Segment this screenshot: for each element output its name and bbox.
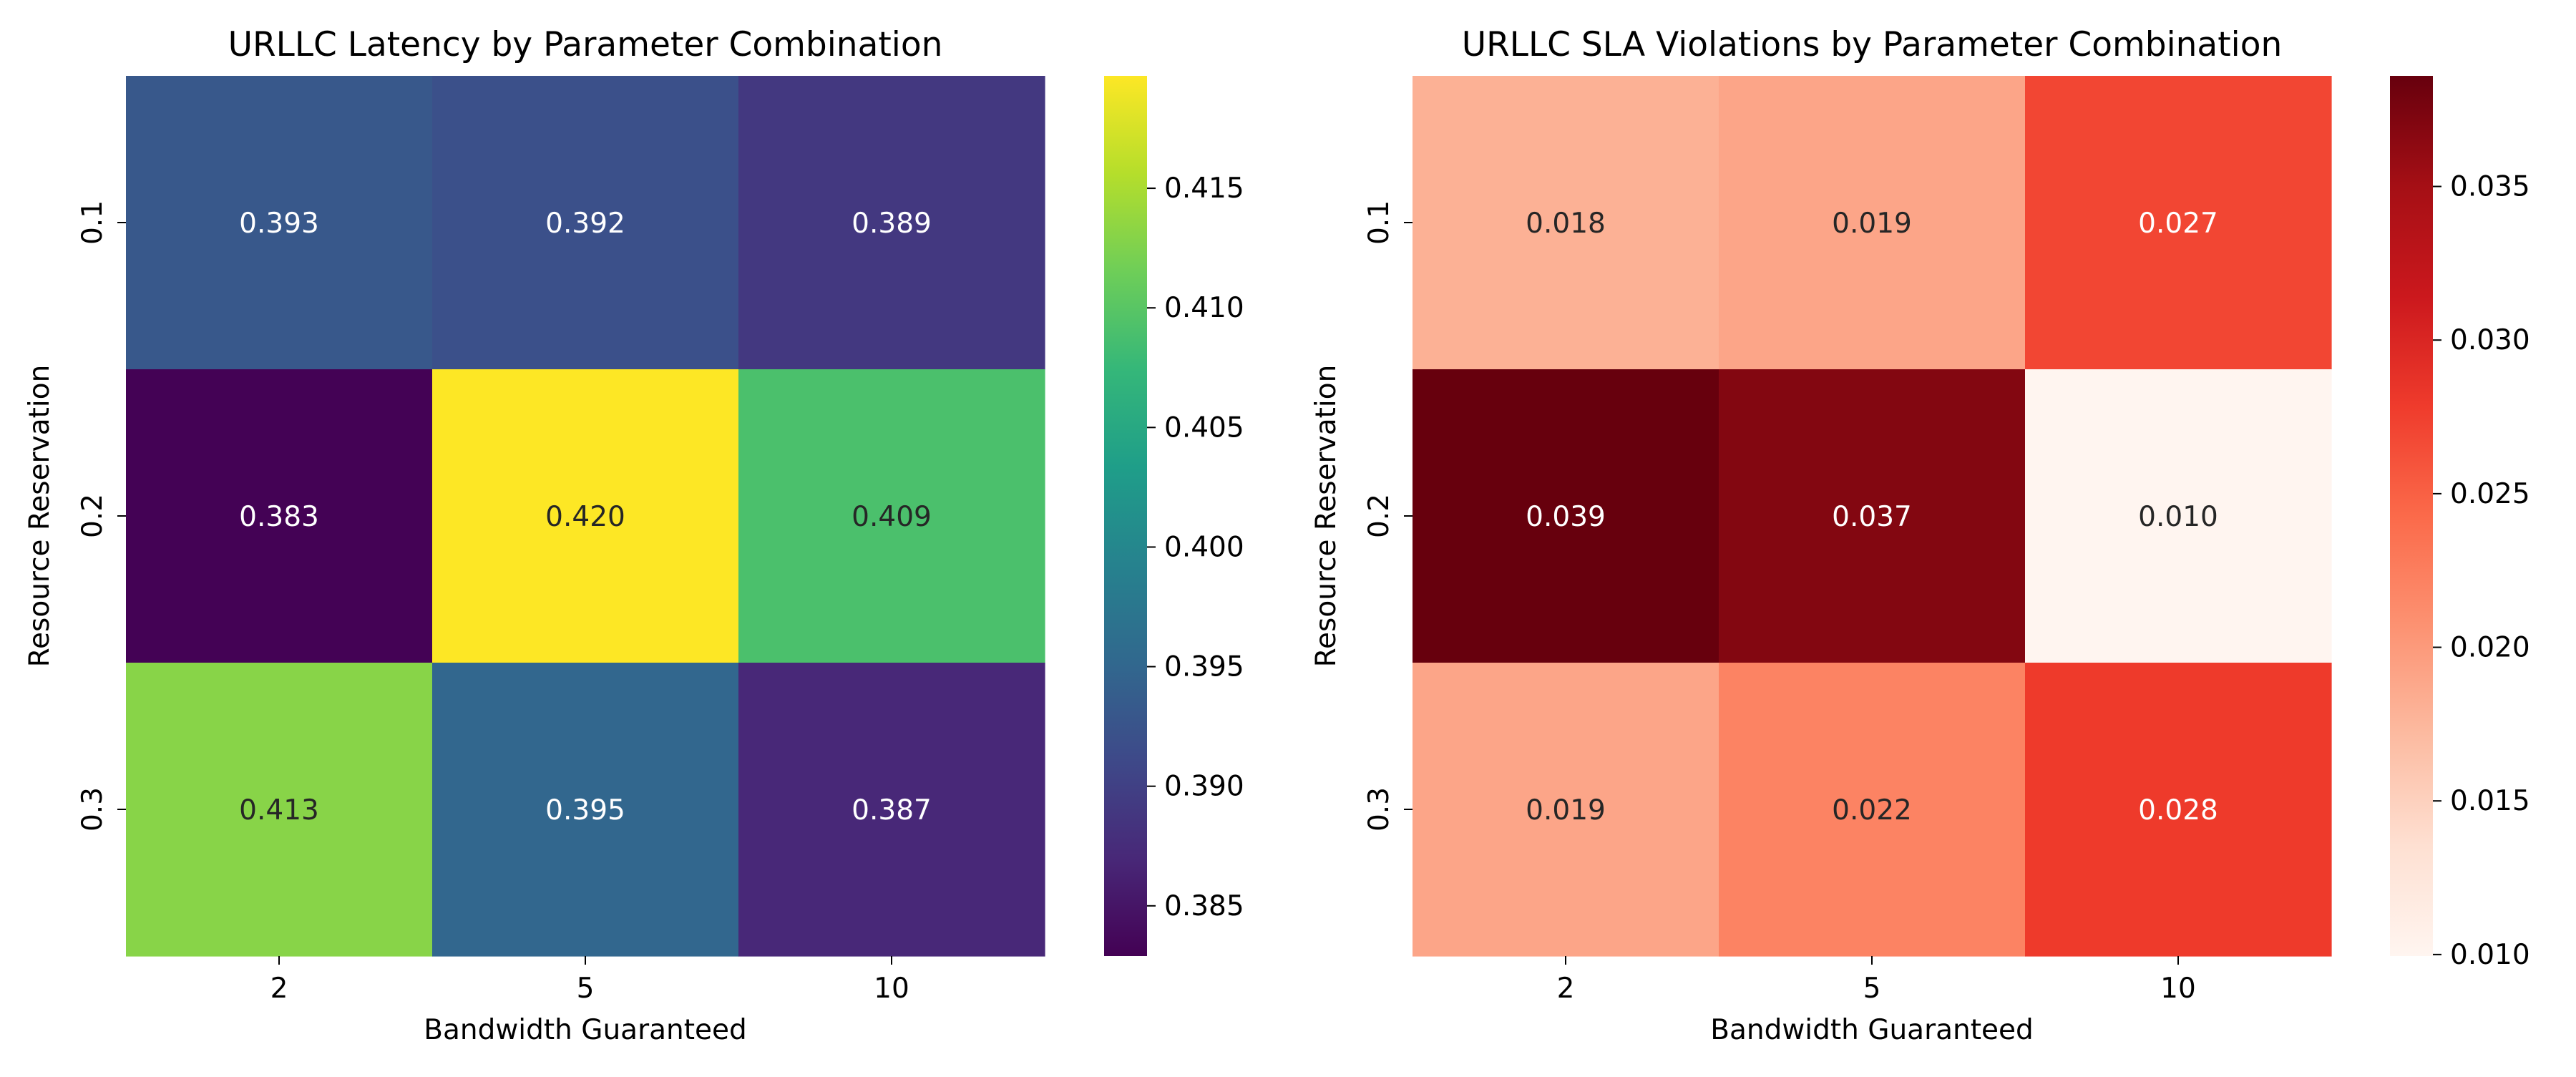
x-tick-label: 5 xyxy=(577,973,595,1005)
cell-value-label: 0.409 xyxy=(852,501,932,533)
heatmap-cell xyxy=(1413,369,1719,663)
heatmap-cell xyxy=(126,76,433,370)
x-tick-label: 2 xyxy=(270,973,288,1005)
chart-title: URLLC Latency by Parameter Combination xyxy=(228,25,943,64)
colorbar-tick-label: 0.405 xyxy=(1164,411,1244,444)
colorbar-tick-label: 0.415 xyxy=(1164,172,1244,205)
x-tick-label: 2 xyxy=(1557,973,1575,1005)
colorbar-tick-label: 0.030 xyxy=(2450,324,2530,356)
colorbar-tick-label: 0.020 xyxy=(2450,632,2530,664)
cell-value-label: 0.022 xyxy=(1832,794,1912,827)
x-tick-label: 10 xyxy=(2160,973,2196,1005)
colorbar-tick-label: 0.400 xyxy=(1164,531,1244,563)
colorbar xyxy=(1104,76,1147,956)
colorbar xyxy=(2390,76,2433,956)
colorbar-tick-label: 0.010 xyxy=(2450,939,2530,971)
cell-value-label: 0.387 xyxy=(852,794,932,827)
y-tick-label: 0.3 xyxy=(1363,787,1395,832)
cell-value-label: 0.389 xyxy=(852,208,932,240)
y-tick-label: 0.3 xyxy=(77,787,109,832)
cell-value-label: 0.018 xyxy=(1526,208,1606,240)
cell-value-label: 0.413 xyxy=(239,794,319,827)
heatmap-cell xyxy=(432,663,739,957)
heatmap-cell xyxy=(738,76,1045,370)
heatmap-cell xyxy=(432,369,739,663)
colorbar-tick-label: 0.390 xyxy=(1164,771,1244,803)
x-tick-label: 5 xyxy=(1863,973,1881,1005)
cell-value-label: 0.383 xyxy=(239,501,319,533)
cell-value-label: 0.039 xyxy=(1526,501,1606,533)
colorbar-tick-label: 0.015 xyxy=(2450,785,2530,817)
cell-value-label: 0.027 xyxy=(2138,208,2218,240)
y-axis-label: Resource Reservation xyxy=(24,365,56,668)
cell-value-label: 0.010 xyxy=(2138,501,2218,533)
heatmap-cell xyxy=(738,663,1045,957)
x-axis-label: Bandwidth Guaranteed xyxy=(1710,1014,2034,1046)
y-tick-label: 0.2 xyxy=(77,494,109,538)
colorbar-tick-label: 0.395 xyxy=(1164,651,1244,683)
heatmap-cell xyxy=(1719,369,2026,663)
cell-value-label: 0.037 xyxy=(1832,501,1912,533)
heatmap-cell xyxy=(126,663,433,957)
cell-value-label: 0.393 xyxy=(239,208,319,240)
heatmap-cell xyxy=(432,76,739,370)
heatmap-panel-2: URLLC SLA Violations by Parameter Combin… xyxy=(1310,25,2530,1046)
cell-value-label: 0.028 xyxy=(2138,794,2218,827)
cell-value-label: 0.019 xyxy=(1832,208,1912,240)
y-axis-label: Resource Reservation xyxy=(1310,365,1342,668)
chart-title: URLLC SLA Violations by Parameter Combin… xyxy=(1462,25,2283,64)
heatmap-cell xyxy=(738,369,1045,663)
heatmap-panel-1: URLLC Latency by Parameter Combination 0.… xyxy=(24,25,1244,1046)
heatmap-cell xyxy=(1719,663,2026,957)
heatmap-cell xyxy=(2025,76,2332,370)
heatmap-cell xyxy=(126,369,433,663)
heatmap-cell xyxy=(1413,76,1719,370)
colorbar-tick-label: 0.410 xyxy=(1164,292,1244,324)
cell-value-label: 0.420 xyxy=(545,501,625,533)
colorbar-tick-label: 0.025 xyxy=(2450,478,2530,510)
y-tick-label: 0.1 xyxy=(1363,200,1395,245)
cell-value-label: 0.019 xyxy=(1526,794,1606,827)
heatmap-cell xyxy=(2025,663,2332,957)
heatmap-cell xyxy=(1413,663,1719,957)
colorbar-tick-label: 0.385 xyxy=(1164,890,1244,922)
colorbar-tick-label: 0.035 xyxy=(2450,171,2530,203)
heatmap-cell xyxy=(1719,76,2026,370)
y-tick-label: 0.1 xyxy=(77,200,109,245)
x-axis-label: Bandwidth Guaranteed xyxy=(424,1014,747,1046)
cell-value-label: 0.392 xyxy=(545,208,625,240)
heatmap-cell xyxy=(2025,369,2332,663)
cell-value-label: 0.395 xyxy=(545,794,625,827)
x-tick-label: 10 xyxy=(874,973,909,1005)
y-tick-label: 0.2 xyxy=(1363,494,1395,538)
